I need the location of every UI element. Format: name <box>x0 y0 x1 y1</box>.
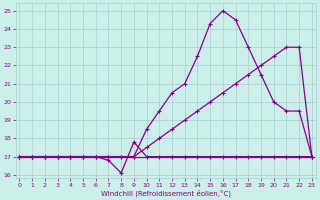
X-axis label: Windchill (Refroidissement éolien,°C): Windchill (Refroidissement éolien,°C) <box>101 189 231 197</box>
